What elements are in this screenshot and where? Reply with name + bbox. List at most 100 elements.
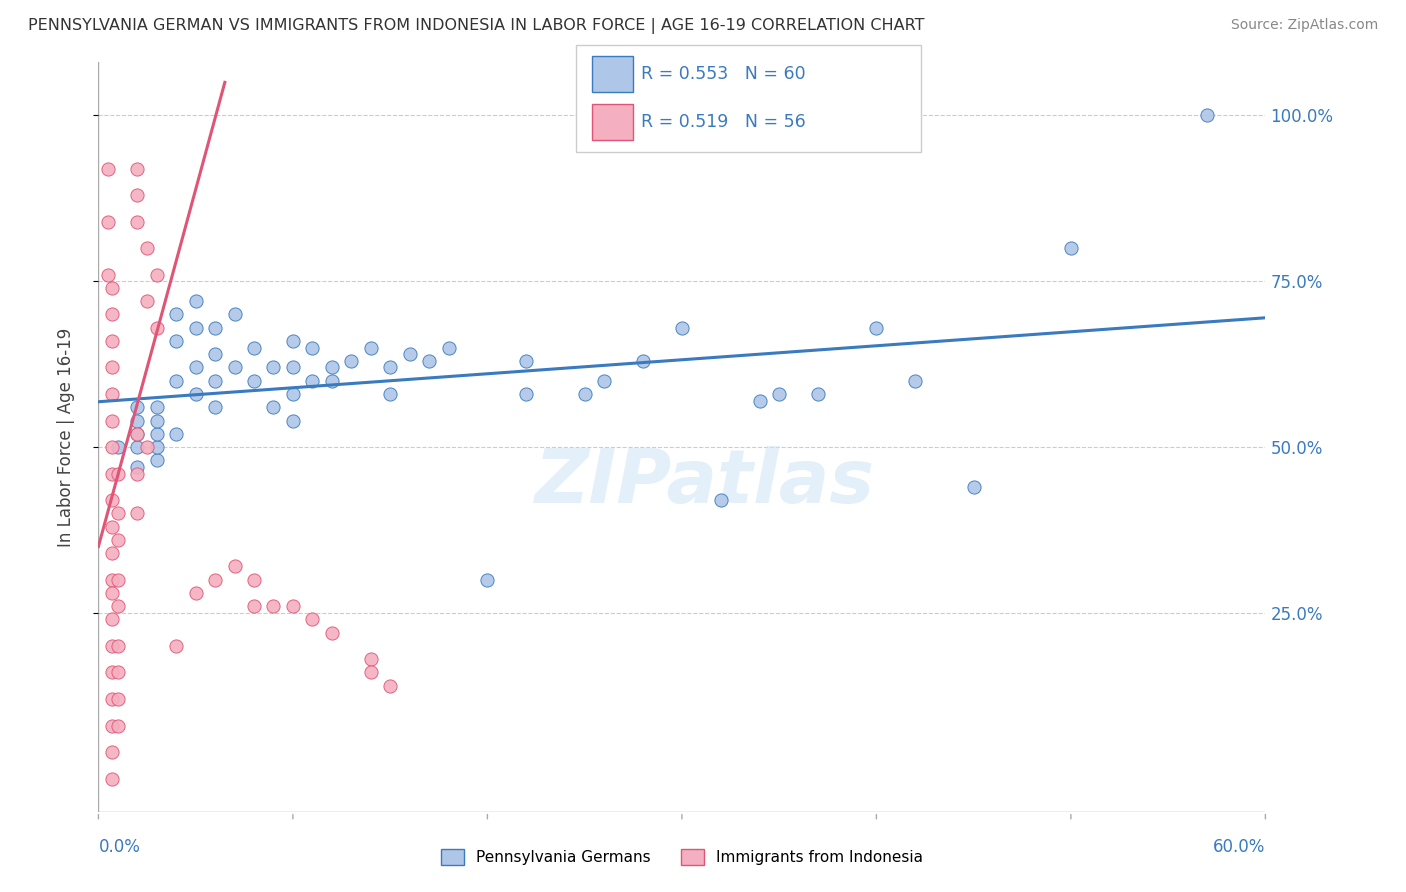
Point xyxy=(748,393,770,408)
Point xyxy=(360,652,382,666)
Point xyxy=(146,440,169,454)
Point xyxy=(631,354,654,368)
Point xyxy=(107,639,129,653)
Point xyxy=(262,360,284,375)
Point xyxy=(107,440,129,454)
Text: Source: ZipAtlas.com: Source: ZipAtlas.com xyxy=(1230,18,1378,32)
Text: PENNSYLVANIA GERMAN VS IMMIGRANTS FROM INDONESIA IN LABOR FORCE | AGE 16-19 CORR: PENNSYLVANIA GERMAN VS IMMIGRANTS FROM I… xyxy=(28,18,925,34)
Point xyxy=(101,612,124,626)
Point xyxy=(281,413,304,427)
Point xyxy=(101,692,124,706)
Point xyxy=(101,745,124,759)
Point xyxy=(107,573,129,587)
Y-axis label: In Labor Force | Age 16-19: In Labor Force | Age 16-19 xyxy=(56,327,75,547)
Point xyxy=(107,467,129,481)
Point xyxy=(101,546,124,560)
Point xyxy=(136,440,159,454)
Point xyxy=(224,559,246,574)
Point xyxy=(101,519,124,533)
Point xyxy=(184,360,207,375)
Point xyxy=(97,268,120,282)
Point xyxy=(301,341,323,355)
Point xyxy=(710,493,733,508)
Point xyxy=(515,354,537,368)
Point xyxy=(127,401,149,415)
Point xyxy=(146,320,169,334)
Point xyxy=(262,599,284,614)
Point xyxy=(340,354,363,368)
Point xyxy=(184,320,207,334)
Point xyxy=(281,334,304,348)
Point xyxy=(243,341,266,355)
Point xyxy=(146,401,169,415)
Point xyxy=(671,320,693,334)
Point xyxy=(165,307,187,321)
Point xyxy=(398,347,420,361)
Point xyxy=(281,360,304,375)
Point xyxy=(97,161,120,176)
Point xyxy=(204,401,226,415)
Point xyxy=(101,360,124,375)
Point xyxy=(380,360,402,375)
Point xyxy=(101,281,124,295)
Point xyxy=(107,533,129,547)
Point xyxy=(593,374,616,388)
Point xyxy=(136,294,159,309)
Point xyxy=(807,387,830,401)
Text: R = 0.553   N = 60: R = 0.553 N = 60 xyxy=(641,65,806,83)
Point xyxy=(97,214,120,228)
Point xyxy=(101,573,124,587)
Point xyxy=(437,341,460,355)
Point xyxy=(101,665,124,680)
Point xyxy=(101,307,124,321)
Point xyxy=(127,426,149,441)
Point xyxy=(107,599,129,614)
Point xyxy=(107,692,129,706)
Point xyxy=(107,506,129,520)
Point xyxy=(127,413,149,427)
Text: 60.0%: 60.0% xyxy=(1213,838,1265,856)
Point xyxy=(165,639,187,653)
Legend: Pennsylvania Germans, Immigrants from Indonesia: Pennsylvania Germans, Immigrants from In… xyxy=(434,843,929,871)
Point xyxy=(107,665,129,680)
Point xyxy=(204,347,226,361)
Point xyxy=(146,413,169,427)
Text: R = 0.519   N = 56: R = 0.519 N = 56 xyxy=(641,113,806,131)
Point xyxy=(962,480,984,494)
Point xyxy=(146,268,169,282)
Point xyxy=(184,586,207,600)
Point xyxy=(127,506,149,520)
Point xyxy=(127,459,149,474)
Point xyxy=(281,387,304,401)
Point xyxy=(127,161,149,176)
Point xyxy=(321,625,343,640)
Point xyxy=(243,599,266,614)
Point xyxy=(146,453,169,467)
Text: 0.0%: 0.0% xyxy=(98,838,141,856)
Point xyxy=(768,387,790,401)
Point xyxy=(574,387,596,401)
Point xyxy=(515,387,537,401)
Point xyxy=(380,679,402,693)
Point xyxy=(165,334,187,348)
Point xyxy=(321,360,343,375)
Point xyxy=(127,214,149,228)
Point xyxy=(301,612,323,626)
Point xyxy=(184,294,207,309)
Point xyxy=(360,665,382,680)
Point xyxy=(165,374,187,388)
Point xyxy=(165,426,187,441)
Point xyxy=(101,440,124,454)
Point xyxy=(184,387,207,401)
Point xyxy=(281,599,304,614)
Point xyxy=(101,772,124,786)
Point xyxy=(477,573,499,587)
Point xyxy=(380,387,402,401)
Point xyxy=(262,401,284,415)
Point xyxy=(127,440,149,454)
Point xyxy=(101,493,124,508)
Point xyxy=(127,467,149,481)
Point xyxy=(865,320,887,334)
Point xyxy=(204,374,226,388)
Point xyxy=(101,639,124,653)
